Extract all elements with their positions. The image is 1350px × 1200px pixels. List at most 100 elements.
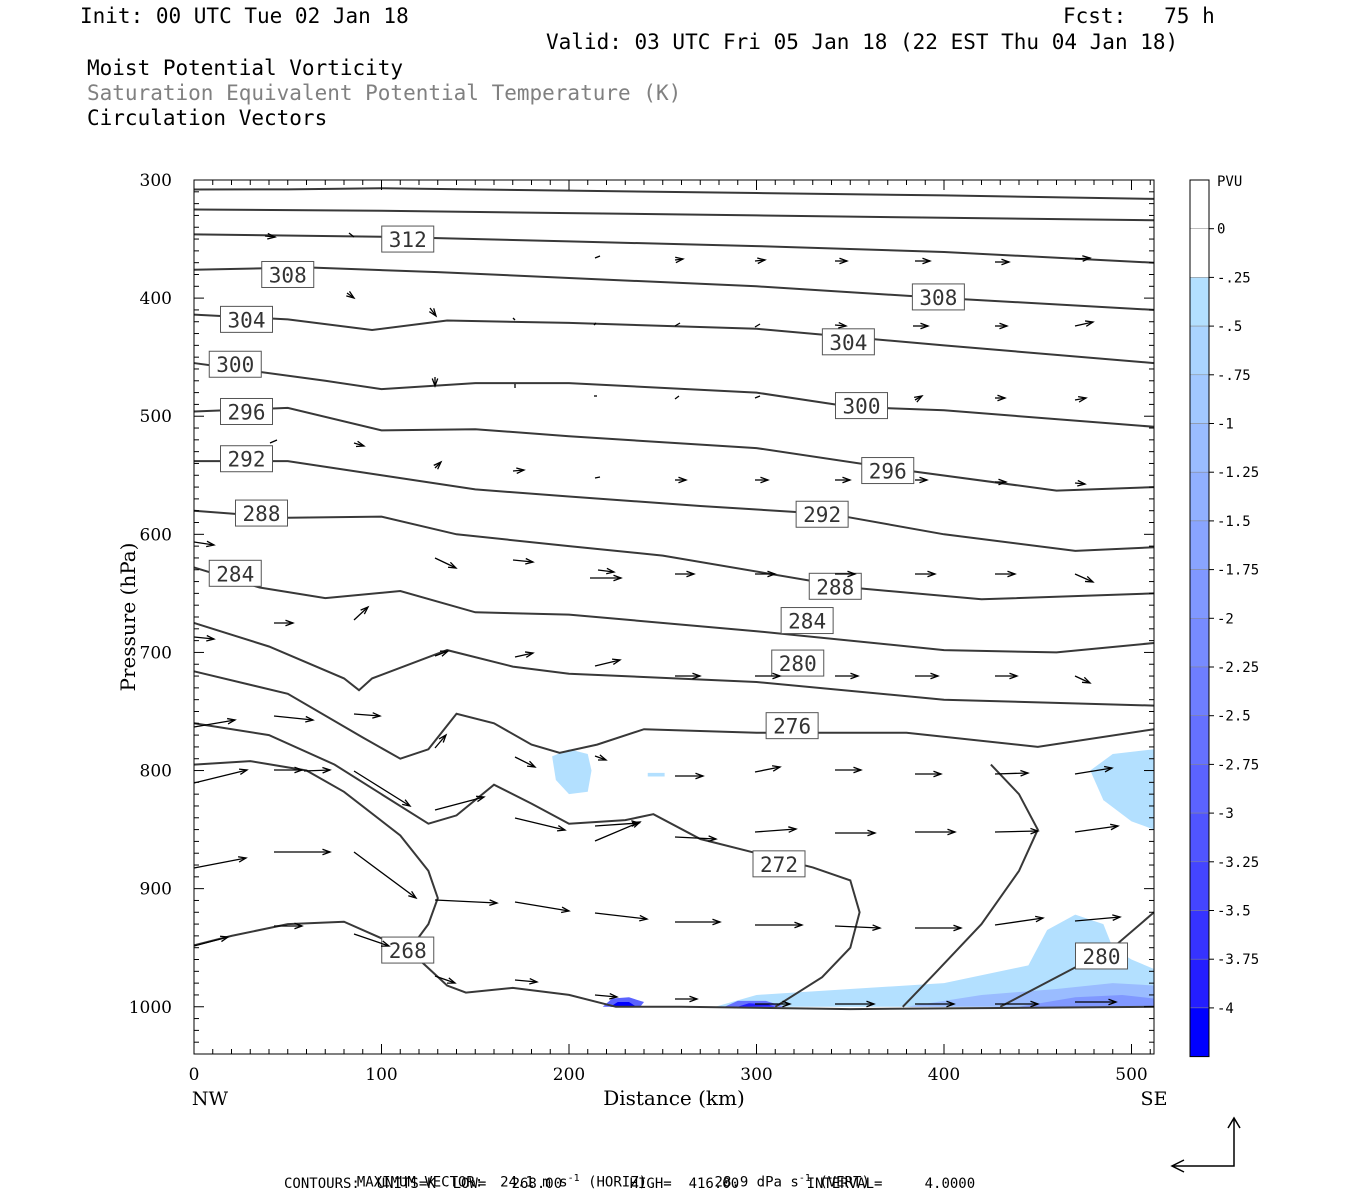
contour-label-box [861,457,915,485]
colorbar-tick-label: 0 [1217,222,1225,238]
max-vector-label: MAXIMUM VECTOR: [356,1174,484,1191]
contour-label: 272 [760,853,798,877]
theta-contour [902,763,1039,1008]
y-tick-label: 600 [140,525,172,545]
horiz-value: 24.1 m s [500,1174,568,1191]
contour-label: 300 [843,395,881,419]
circulation-vector [1074,675,1092,684]
contour-label-box [808,572,862,600]
circulation-vector [353,440,366,448]
contour-label: 300 [216,353,254,377]
x-tick-label: 100 [365,1065,397,1085]
contour-label-box [795,500,849,528]
contour-label-box [381,936,435,964]
circulation-vector [1074,573,1095,583]
colorbar-tick-label: -2.75 [1217,757,1259,773]
circulation-vector [594,658,622,667]
contour-label: 312 [389,228,427,252]
contour-label-box [752,850,806,878]
theta-contour-layer: 3123083083043043003002962962922922882882… [193,187,1155,1011]
circulation-vector [675,918,722,926]
contour-label-box [208,350,262,378]
x-tick-label: 0 [189,1065,200,1085]
colorbar-segment [1189,715,1210,765]
circulation-vector [274,766,304,774]
circulation-vector [915,476,929,484]
colorbar-segment [1189,812,1210,863]
title-line-2: Saturation Equivalent Potential Temperat… [87,81,682,105]
circulation-vector [431,377,439,388]
colorbar-unit: PVU [1217,174,1242,190]
title-line-3: Circulation Vectors [87,106,328,130]
valid-label: Valid: 03 UTC Fri 05 Jan 18 (22 EST Thu … [546,30,1179,54]
circulation-vector [512,557,535,565]
circulation-vector [434,733,448,749]
contour-label-box [780,607,834,635]
colorbar-tick-label: -3.25 [1217,855,1259,871]
circulation-vector [995,1000,1040,1008]
circulation-vector [755,672,782,680]
colorbar-tick-label: -3.5 [1217,904,1251,920]
circulation-vector [994,827,1040,835]
circulation-vector [353,712,382,719]
circulation-vector [835,672,860,680]
x-tick-label: 500 [1115,1065,1147,1085]
circulation-vector [1074,396,1088,403]
circulation-vector [193,935,230,947]
circulation-vector [834,321,848,329]
circulation-vector [675,995,699,1003]
circulation-vector [915,1000,956,1008]
circulation-vector [675,772,705,780]
circulation-vector [514,817,567,832]
circulation-vector [594,821,642,842]
fcst-label: Fcst: 75 h [1063,4,1215,28]
circulation-vector [274,619,295,627]
y-tick-label: 700 [140,643,172,663]
circulation-vector [994,769,1030,777]
circulation-vector [915,672,940,680]
contour-label-box [220,445,273,473]
circulation-vector [353,933,391,947]
colorbar-tick-label: -.75 [1217,368,1251,384]
circulation-vector [512,467,526,475]
circulation-vector [433,460,443,470]
colorbar-tick-label: -3.75 [1217,952,1259,968]
circulation-vector [594,912,649,922]
colorbar-segment [1189,910,1210,960]
circulation-vector [594,754,608,761]
circulation-vector [346,291,356,300]
circulation-vector [1074,320,1095,327]
contour-label-box [821,328,875,356]
y-axis-title: Pressure (hPa) [116,543,140,692]
colorbar-segment [1189,423,1210,473]
colorbar-tick-label: -4 [1217,1001,1234,1017]
circulation-vector [755,1000,792,1008]
contour-label-box [220,305,273,333]
contour-label: 296 [228,400,266,424]
contour-label: 308 [919,286,957,310]
circulation-vector [995,394,1007,402]
contour-label: 296 [869,460,907,484]
colorbar-tick-label: -3 [1217,806,1234,822]
circulation-vector [353,605,370,621]
x-tick-label: 400 [928,1065,960,1085]
circulation-vector [514,977,539,985]
colorbar-tick-label: -.25 [1217,270,1251,286]
init-label: Init: 00 UTC Tue 02 Jan 18 [80,4,409,28]
colorbar-segment [1189,179,1210,229]
circulation-vector [193,768,249,784]
contour-label: 292 [803,503,841,527]
circulation-vector [348,232,355,238]
colorbar-segment [1189,1007,1210,1057]
y-tick-label: 800 [140,762,172,782]
circulation-vector [754,826,798,833]
circulation-vector [1074,914,1122,922]
contour-label: 284 [216,562,254,586]
contour-label: 304 [228,308,266,332]
circulation-vector [754,323,761,328]
x-axis-title: Distance (km) [603,1086,745,1110]
colorbar-tick-label: -2.5 [1217,709,1251,725]
circulation-vector [835,257,849,265]
circulation-vector [835,829,877,837]
